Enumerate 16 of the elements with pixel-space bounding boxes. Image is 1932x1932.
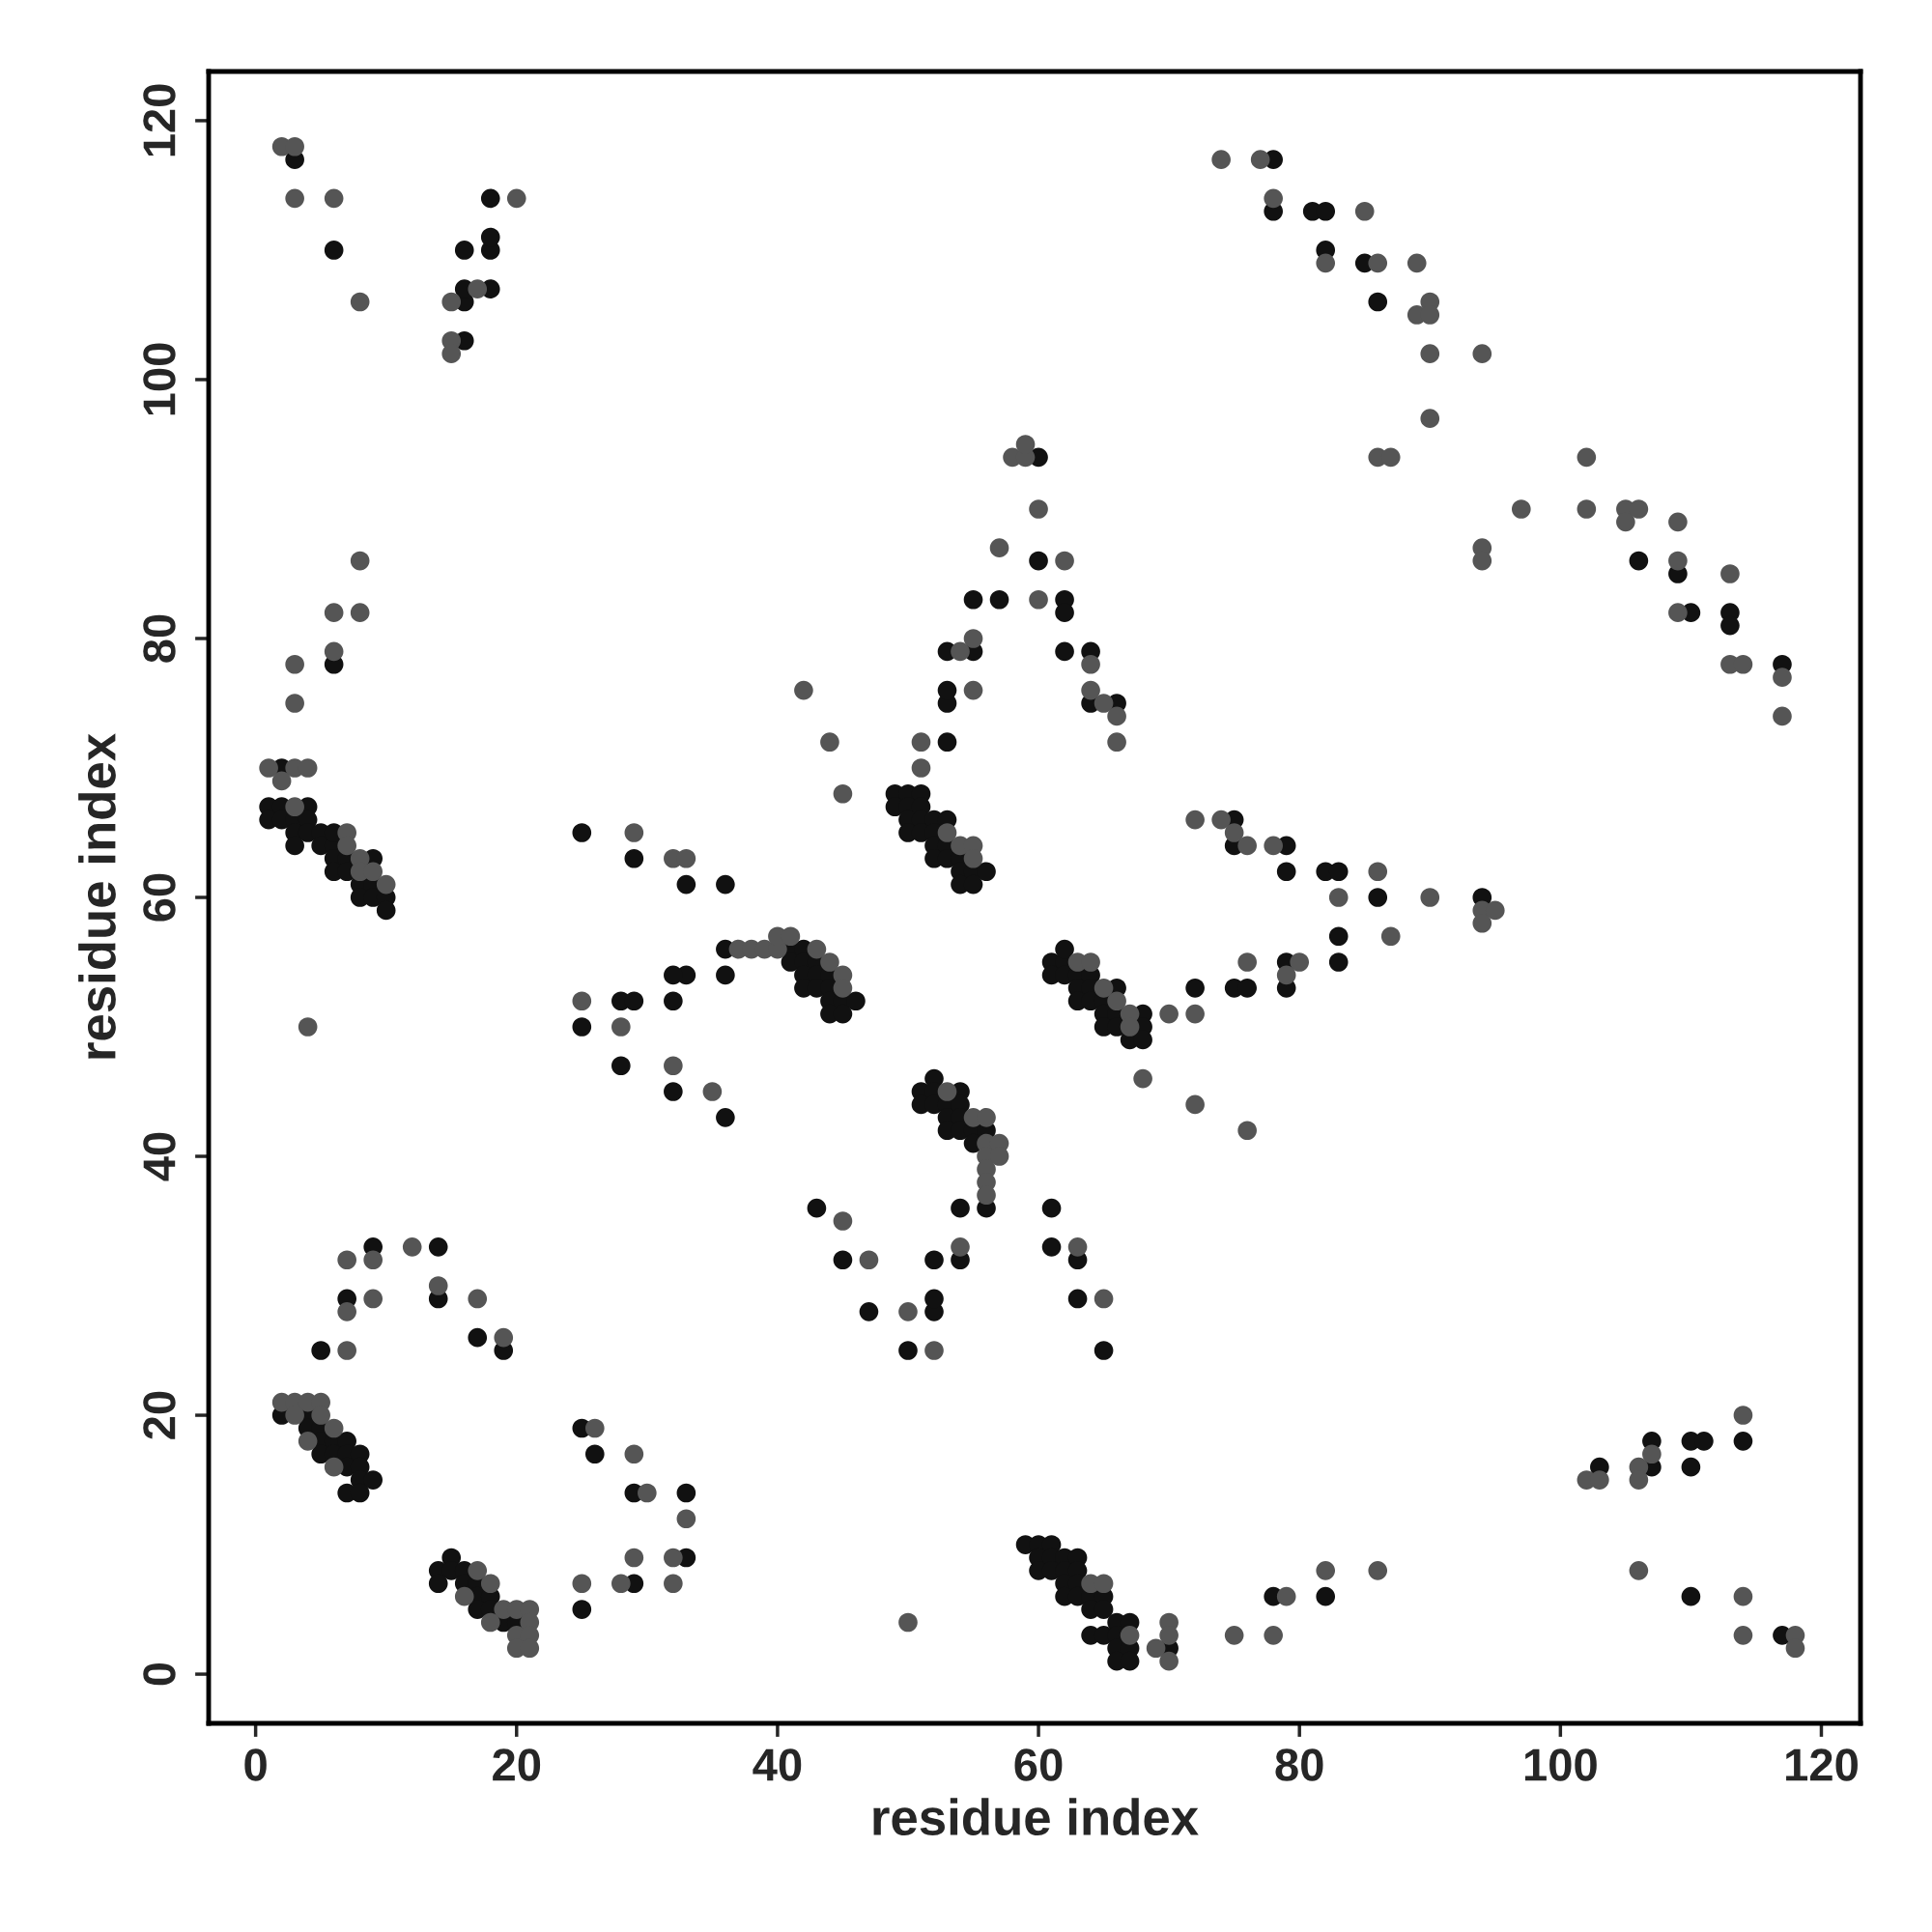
x-tick-label: 100 — [1524, 1748, 1597, 1781]
y-tick-label: 0 — [143, 1662, 176, 1686]
y-tick-label: 40 — [143, 1132, 176, 1181]
x-tick-label: 60 — [1014, 1748, 1063, 1781]
x-axis-title: residue index — [873, 1798, 1199, 1836]
y-tick-label: 80 — [143, 614, 176, 663]
y-axis-title: residue index — [78, 733, 116, 1059]
x-tick-label: 120 — [1786, 1748, 1858, 1781]
y-tick-label: 100 — [143, 343, 176, 415]
x-tick-label: 80 — [1275, 1748, 1323, 1781]
x-tick-label: 20 — [493, 1748, 541, 1781]
y-tick-label: 120 — [143, 84, 176, 156]
y-tick-label: 20 — [143, 1391, 176, 1439]
x-tick-label: 40 — [753, 1748, 802, 1781]
x-tick-label: 0 — [244, 1748, 267, 1781]
y-tick-label: 60 — [143, 873, 176, 922]
